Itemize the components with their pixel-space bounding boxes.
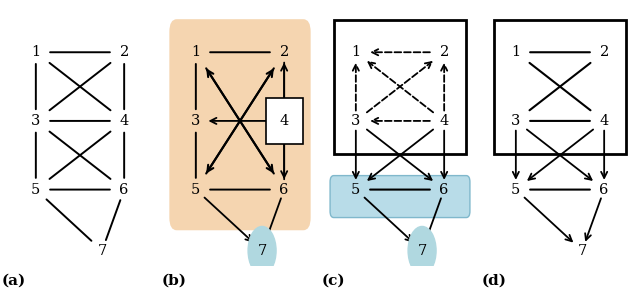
Text: 7: 7 (417, 244, 427, 257)
FancyBboxPatch shape (170, 19, 310, 230)
Text: (b): (b) (161, 273, 186, 288)
Text: (c): (c) (322, 273, 346, 288)
Text: 1: 1 (31, 45, 40, 59)
Text: 3: 3 (511, 114, 520, 128)
Text: 4: 4 (280, 114, 289, 128)
Text: 5: 5 (31, 183, 40, 197)
Circle shape (408, 227, 436, 275)
Text: 1: 1 (351, 45, 360, 59)
Text: 6: 6 (120, 183, 129, 197)
Text: 6: 6 (440, 183, 449, 197)
Text: 2: 2 (280, 45, 289, 59)
Circle shape (248, 227, 276, 275)
Text: 3: 3 (191, 114, 200, 128)
Text: 7: 7 (257, 244, 267, 257)
Text: 7: 7 (577, 244, 587, 257)
FancyBboxPatch shape (335, 21, 465, 154)
Text: 5: 5 (351, 183, 360, 197)
Text: 3: 3 (31, 114, 40, 128)
Text: 5: 5 (191, 183, 200, 197)
Text: 6: 6 (280, 183, 289, 197)
Text: (d): (d) (481, 273, 506, 288)
Text: 3: 3 (351, 114, 360, 128)
Text: 4: 4 (440, 114, 449, 128)
Text: 6: 6 (600, 183, 609, 197)
FancyBboxPatch shape (330, 176, 470, 218)
Text: (a): (a) (2, 273, 26, 288)
Text: 7: 7 (97, 244, 107, 257)
Text: 2: 2 (600, 45, 609, 59)
Text: 4: 4 (600, 114, 609, 128)
Text: 5: 5 (511, 183, 520, 197)
FancyBboxPatch shape (266, 97, 303, 144)
Text: 2: 2 (440, 45, 449, 59)
Text: 1: 1 (191, 45, 200, 59)
Text: 2: 2 (120, 45, 129, 59)
FancyBboxPatch shape (495, 21, 625, 154)
Text: 1: 1 (511, 45, 520, 59)
Text: 4: 4 (120, 114, 129, 128)
